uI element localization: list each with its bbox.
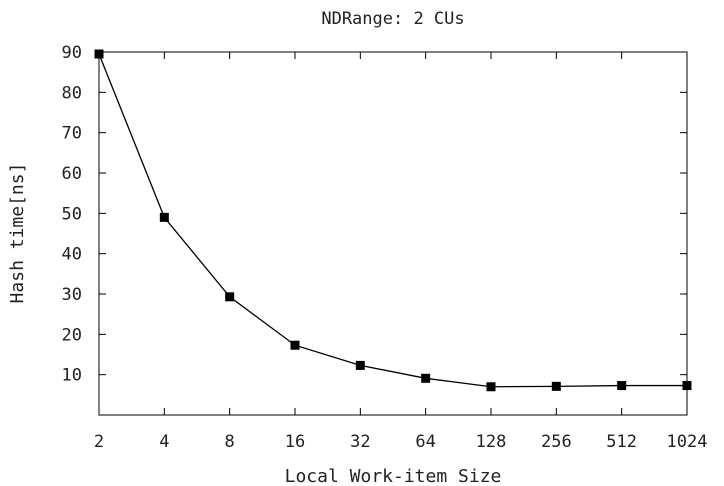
x-axis-title: Local Work-item Size [285,466,502,486]
data-point-marker [682,381,692,391]
y-tick-label: 10 [62,366,82,386]
x-tick-label: 256 [541,432,572,452]
series-markers [94,49,692,392]
y-tick-label: 20 [62,325,82,345]
x-tick-label: 1024 [667,432,708,452]
y-axis-title: Hash time[ns] [7,163,28,304]
y-tick-label: 40 [62,245,82,265]
x-tick-label: 8 [225,432,235,452]
y-tick-label: 70 [62,124,82,144]
y-tick-label: 50 [62,204,82,224]
y-tick-label: 30 [62,285,82,305]
x-tick-label: 512 [606,432,637,452]
series-line [98,53,687,388]
x-tick-label: 128 [476,432,507,452]
chart-title: NDRange: 2 CUs [321,9,464,29]
y-tick-label: 60 [62,164,82,184]
x-tick-label: 2 [94,432,104,452]
data-point-marker [355,360,365,370]
y-tick-label: 90 [62,43,82,63]
y-axis: 10 20 30 40 50 60 70 80 90 [62,43,687,386]
x-tick-label: 4 [159,432,169,452]
data-point-marker [225,292,235,302]
plot-frame [98,51,688,416]
x-axis: 2 4 8 16 32 64 128 256 512 1024 [94,52,708,452]
data-point-marker [486,382,496,392]
x-tick-label: 64 [415,432,435,452]
y-tick-label: 80 [62,83,82,103]
data-point-marker [290,340,300,350]
x-tick-label: 16 [285,432,305,452]
data-point-marker [617,381,627,391]
data-point-marker [159,212,169,222]
data-point-marker [551,381,561,391]
data-point-marker [94,49,104,59]
x-tick-label: 32 [350,432,370,452]
data-point-marker [421,373,431,383]
